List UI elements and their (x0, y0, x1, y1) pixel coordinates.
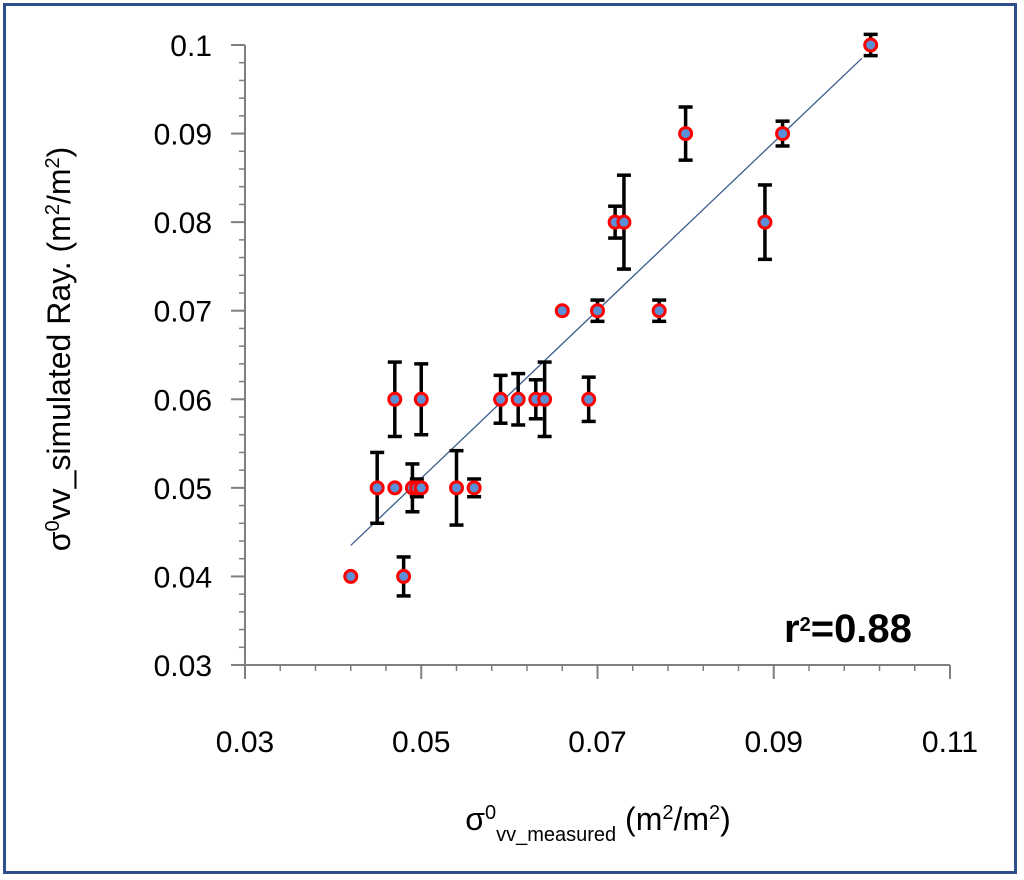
data-points (343, 37, 879, 584)
data-point (413, 391, 429, 407)
data-point (369, 480, 385, 496)
data-point (466, 480, 482, 496)
x-tick-label: 0.03 (216, 726, 274, 759)
y-axis-title: σ0vv_simulated Ray. (m2/m2) (41, 147, 77, 552)
tick-labels: 0.03 0.04 0.05 0.06 0.07 0.08 0.09 0.1 0.03 0.05 0… (154, 30, 978, 759)
trendline (350, 57, 863, 546)
data-point (651, 303, 667, 319)
data-point (616, 214, 632, 230)
scatter-chart: 0.03 0.04 0.05 0.06 0.07 0.08 0.09 0.1 0.03 0.05 0… (41, 30, 978, 846)
x-axis-title: σ0vv_measured (m2/m2) (465, 801, 731, 846)
data-point (590, 303, 605, 319)
data-point (493, 391, 509, 407)
y-tick-label: 0.07 (154, 296, 212, 329)
data-point (396, 568, 412, 584)
data-point (449, 480, 464, 496)
data-point (863, 37, 879, 53)
y-tick-label: 0.08 (154, 207, 212, 240)
data-point (678, 126, 694, 142)
y-tick-label: 0.05 (154, 473, 212, 506)
data-point (775, 126, 791, 142)
axes (231, 44, 951, 679)
data-point (554, 303, 570, 319)
data-point (343, 568, 359, 584)
data-point (510, 391, 526, 407)
data-point (413, 480, 429, 496)
data-point (537, 391, 553, 407)
data-point (387, 391, 403, 407)
y-tick-label: 0.06 (154, 384, 212, 417)
x-tick-label: 0.07 (568, 726, 626, 759)
y-tick-label: 0.1 (170, 30, 212, 63)
error-bars (370, 32, 878, 598)
r-squared-annotation: r2=0.88 (784, 607, 912, 651)
x-tick-label: 0.05 (392, 726, 450, 759)
trendline-group (350, 57, 863, 546)
y-tick-label: 0.09 (154, 119, 212, 152)
y-tick-label: 0.04 (154, 561, 212, 594)
y-tick-label: 0.03 (154, 650, 212, 683)
data-point (581, 391, 597, 407)
data-point (757, 214, 773, 230)
data-point (387, 480, 403, 496)
chart-frame: 0.03 0.04 0.05 0.06 0.07 0.08 0.09 0.1 0.03 0.05 0… (3, 3, 1017, 874)
x-tick-label: 0.09 (745, 726, 803, 759)
x-tick-label: 0.11 (922, 726, 978, 759)
